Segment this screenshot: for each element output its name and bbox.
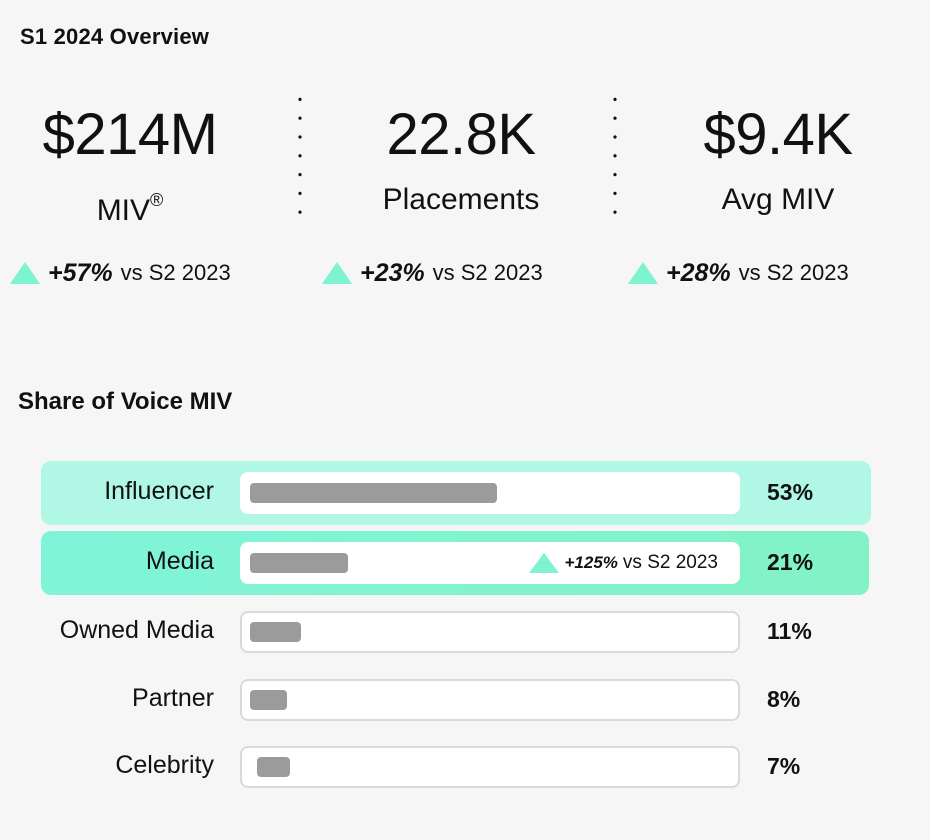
value-label-partner: 8% bbox=[767, 686, 801, 712]
up-triangle-icon bbox=[528, 553, 559, 573]
kpi-avg-miv-label: Avg MIV bbox=[721, 183, 835, 216]
annotation-comparison: vs S2 2023 bbox=[622, 552, 718, 573]
kpi-avg-miv-value: $9.4K bbox=[703, 102, 853, 167]
kpi-avg-miv: $9.4K Avg MIV bbox=[628, 100, 928, 220]
kpi-placements: 22.8K Placements bbox=[311, 100, 611, 220]
bar-track-influencer bbox=[240, 472, 740, 514]
bar-partner bbox=[250, 690, 288, 710]
bar-owned-media bbox=[250, 622, 302, 642]
value-label-celebrity: 7% bbox=[767, 753, 801, 779]
share-of-voice-title: Share of Voice MIV bbox=[18, 388, 233, 415]
kpi-avg-miv-delta: +28% vs S2 2023 bbox=[628, 256, 849, 290]
dotted-divider bbox=[298, 90, 302, 226]
category-label-celebrity: Celebrity bbox=[115, 751, 214, 779]
annotation-percent: +125% bbox=[564, 553, 618, 572]
bar-track-media: +125% vs S2 2023 bbox=[240, 542, 740, 584]
value-label-owned-media: 11% bbox=[767, 618, 812, 644]
delta-comparison: vs S2 2023 bbox=[738, 260, 849, 285]
category-label-media: Media bbox=[145, 547, 214, 575]
category-label-partner: Partner bbox=[132, 684, 214, 712]
delta-percent: +23% bbox=[360, 258, 425, 287]
kpi-miv-value: $214M bbox=[42, 102, 218, 167]
kpi-placements-value: 22.8K bbox=[386, 102, 536, 167]
kpi-placements-delta: +23% vs S2 2023 bbox=[322, 256, 543, 290]
kpi-miv-delta: +57% vs S2 2023 bbox=[10, 256, 231, 290]
delta-comparison: vs S2 2023 bbox=[432, 260, 543, 285]
bar-media bbox=[250, 553, 348, 573]
category-label-influencer: Influencer bbox=[104, 477, 214, 505]
delta-percent: +57% bbox=[48, 258, 113, 287]
kpi-miv: $214M MIV® bbox=[0, 100, 280, 231]
kpi-miv-label: MIV® bbox=[0, 180, 280, 231]
kpi-placements-label: Placements bbox=[382, 183, 540, 216]
up-triangle-icon bbox=[628, 262, 658, 284]
bar-influencer bbox=[250, 483, 497, 503]
value-label-influencer: 53% bbox=[767, 479, 814, 505]
overview-title: S1 2024 Overview bbox=[20, 24, 210, 49]
delta-comparison: vs S2 2023 bbox=[120, 260, 231, 285]
value-label-media: 21% bbox=[767, 549, 814, 575]
delta-percent: +28% bbox=[666, 258, 731, 287]
bar-annotation-media: +125% vs S2 2023 bbox=[528, 542, 718, 584]
bar-track-owned-media bbox=[240, 611, 740, 653]
up-triangle-icon bbox=[10, 262, 40, 284]
bar-track-partner bbox=[240, 679, 740, 721]
kpi-miv-label-text: MIV bbox=[96, 194, 151, 227]
category-label-owned-media: Owned Media bbox=[59, 616, 214, 644]
registered-mark: ® bbox=[150, 190, 164, 210]
dotted-divider bbox=[613, 90, 617, 226]
bar-track-celebrity bbox=[240, 746, 740, 788]
up-triangle-icon bbox=[322, 262, 352, 284]
bar-celebrity bbox=[257, 757, 290, 777]
